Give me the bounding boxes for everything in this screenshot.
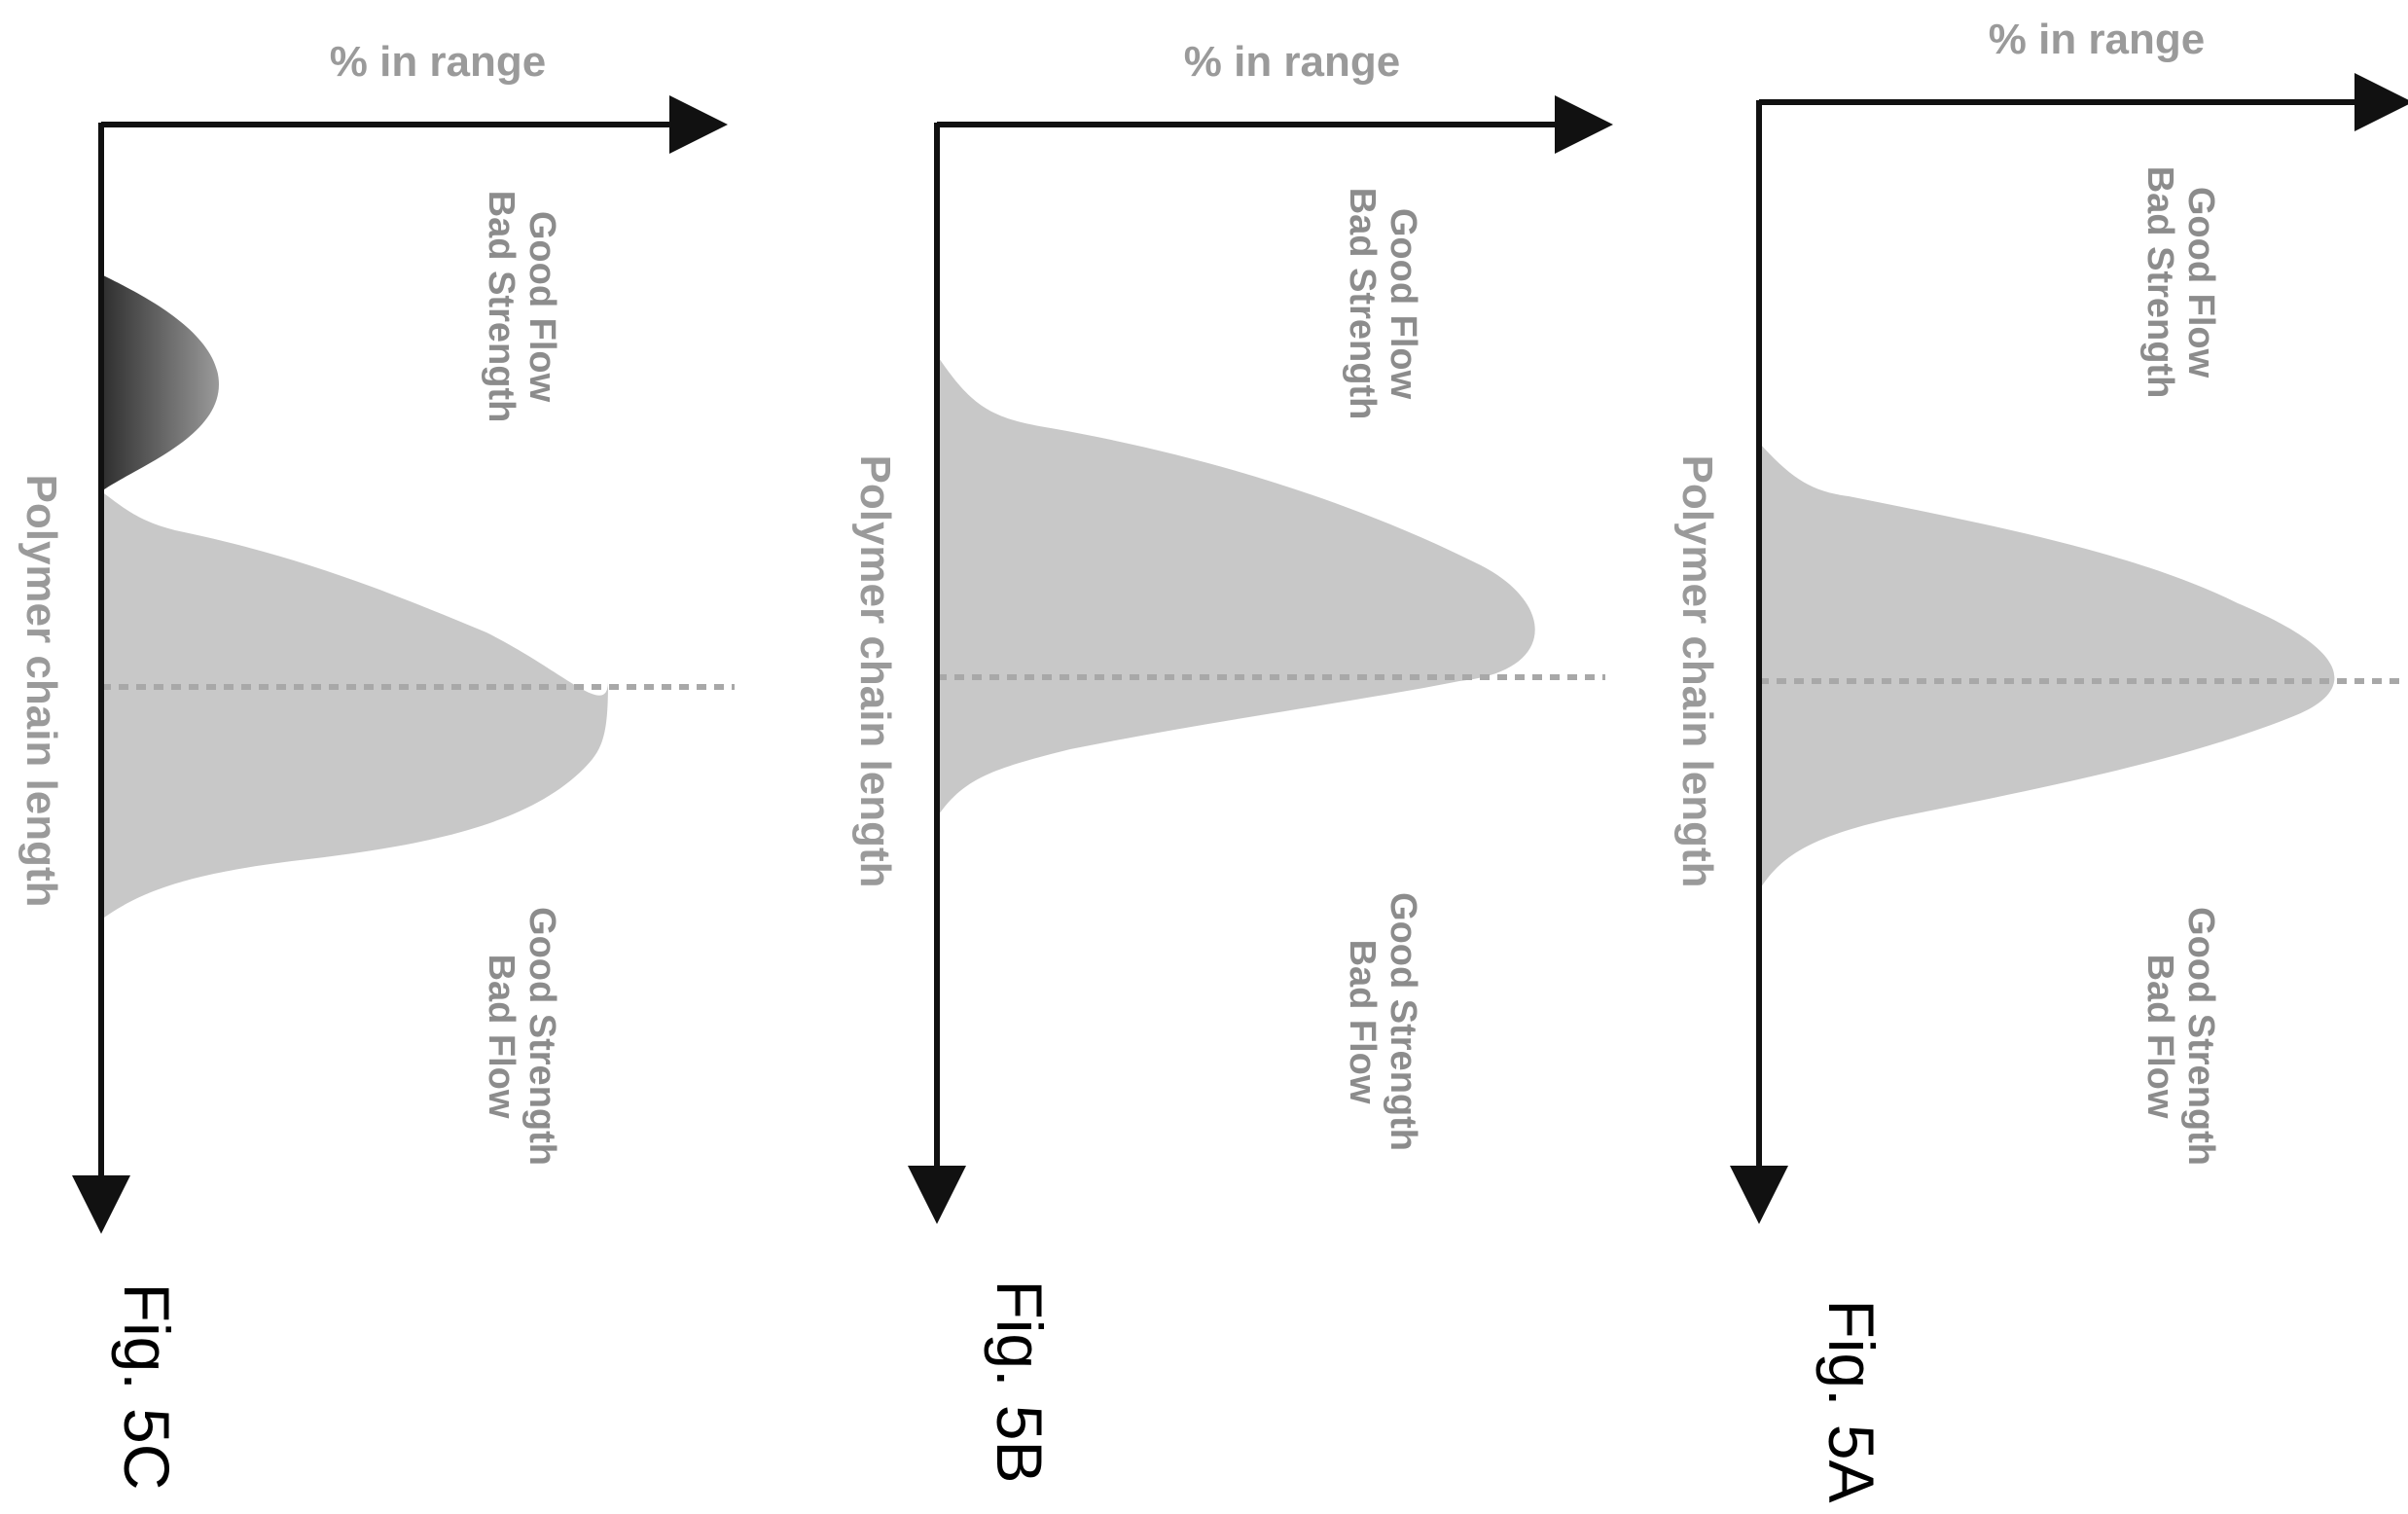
main-distribution-curve <box>1759 443 2335 890</box>
x-axis-label: % in range <box>330 38 547 86</box>
figure-caption: Fig. 5A <box>1815 1299 1887 1502</box>
main-distribution-curve <box>101 491 608 919</box>
x-axis-label: % in range <box>1184 38 1401 86</box>
top-region-line-2: Bad Strength <box>2139 166 2180 399</box>
y-axis-label: Polymer chain length <box>1673 455 1721 888</box>
top-region-line-2: Bad Strength <box>1342 188 1383 420</box>
figure-5a: % in range Polymer chain length Good Flo… <box>1673 16 2408 1503</box>
secondary-distribution-peak <box>101 274 219 491</box>
top-region-label: Good Flow Bad Strength <box>481 191 562 423</box>
figure-5c: % in range Polymer chain length Good Flo… <box>18 38 735 1490</box>
x-axis-label: % in range <box>1989 16 2206 63</box>
bottom-region-line-1: Good Strength <box>2180 907 2221 1166</box>
top-region-line-1: Good Flow <box>1383 208 1423 400</box>
top-region-label: Good Flow Bad Strength <box>2139 166 2221 399</box>
main-distribution-curve <box>937 355 1535 817</box>
figure-5b: % in range Polymer chain length Good Flo… <box>851 38 1613 1484</box>
top-region-label: Good Flow Bad Strength <box>1342 188 1423 420</box>
y-axis-label: Polymer chain length <box>18 475 65 908</box>
bottom-region-line-1: Good Strength <box>1383 892 1423 1151</box>
top-region-line-1: Good Flow <box>2180 187 2221 378</box>
y-axis-label: Polymer chain length <box>851 455 899 888</box>
top-region-line-2: Bad Strength <box>481 191 521 423</box>
figure-caption: Fig. 5C <box>111 1283 183 1491</box>
bottom-region-label: Good Strength Bad Flow <box>2139 907 2221 1166</box>
bottom-region-line-2: Bad Flow <box>481 955 521 1119</box>
figure-caption: Fig. 5B <box>984 1280 1056 1483</box>
top-region-line-1: Good Flow <box>521 211 562 403</box>
bottom-region-label: Good Strength Bad Flow <box>481 907 562 1166</box>
bottom-region-line-2: Bad Flow <box>2139 955 2180 1119</box>
bottom-region-label: Good Strength Bad Flow <box>1342 892 1423 1151</box>
bottom-region-line-1: Good Strength <box>521 907 562 1166</box>
bottom-region-line-2: Bad Flow <box>1342 940 1383 1104</box>
